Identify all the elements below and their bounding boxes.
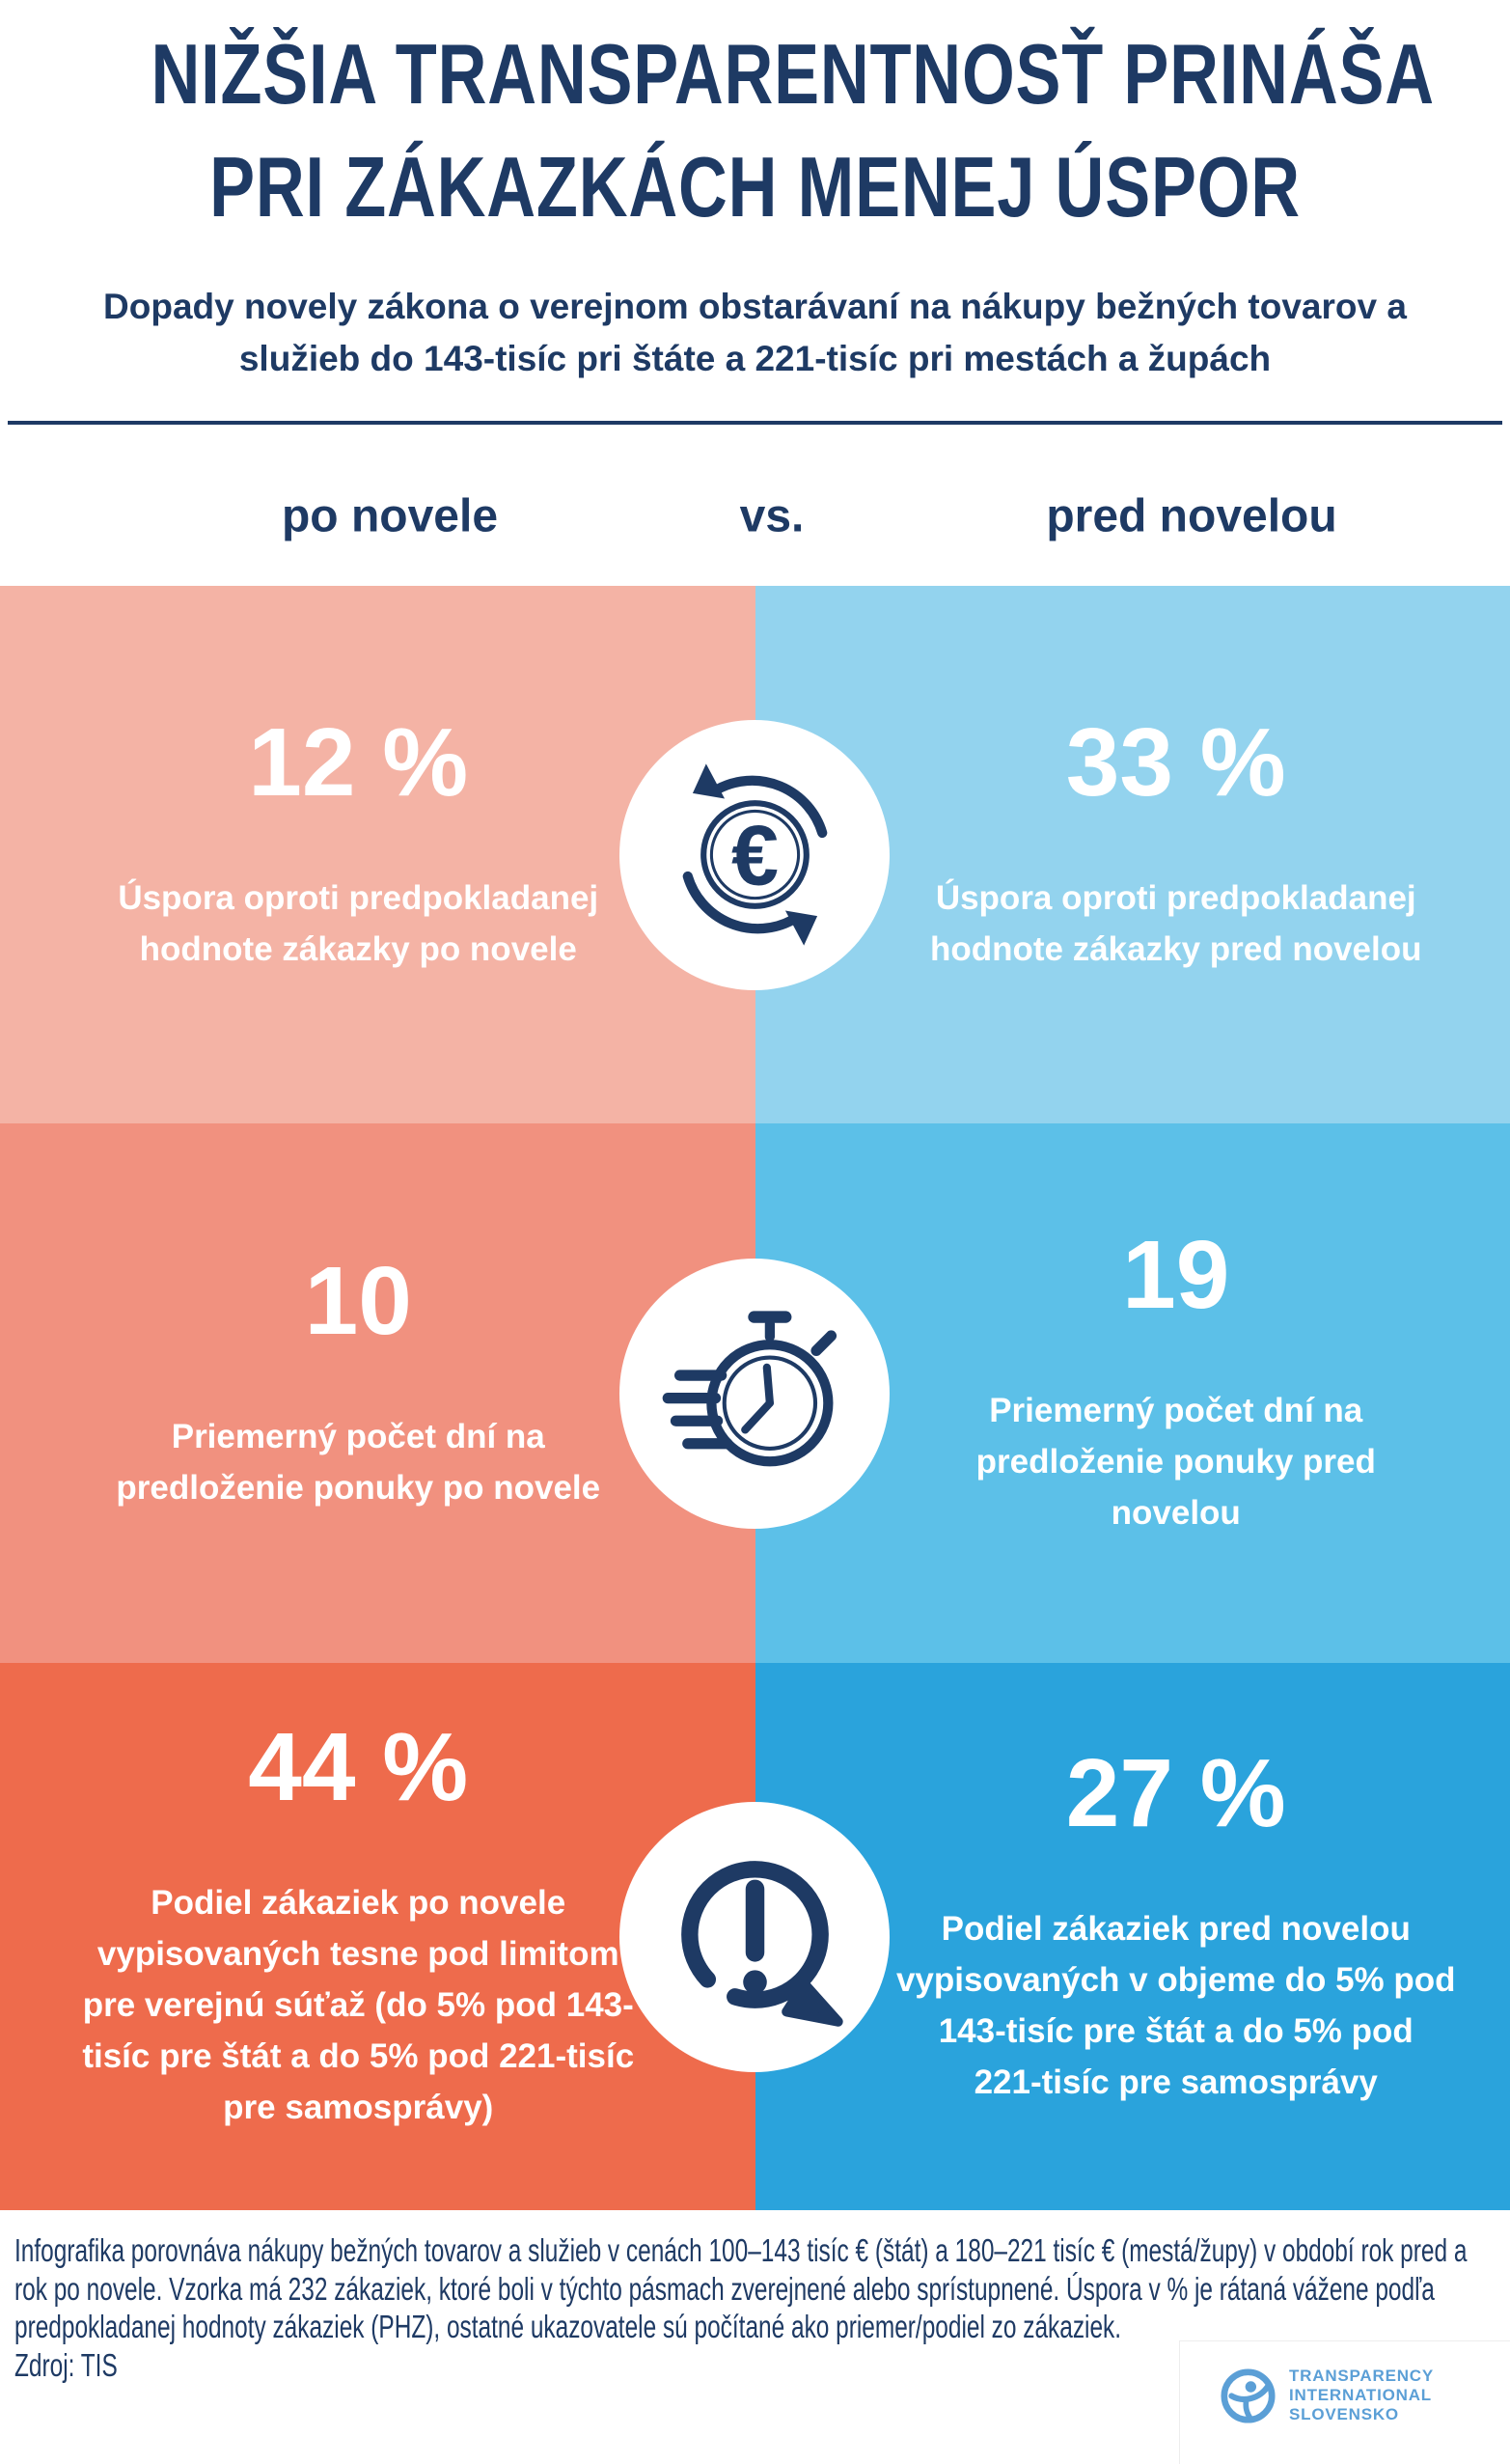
stat-description: Podiel zákaziek pred novelou vypisovanýc… (895, 1909, 1456, 2101)
logo-wordmark: TRANSPARENCY INTERNATIONAL SLOVENSKO (1289, 2367, 1434, 2424)
footer: Infografika porovnáva nákupy bežných tov… (0, 2210, 1510, 2464)
transparency-international-logo: TRANSPARENCY INTERNATIONAL SLOVENSKO (1221, 2367, 1434, 2424)
stat-description: Úspora oproti predpokladanej hodnote zák… (118, 878, 599, 968)
comparison-grid: 12 % Úspora oproti predpokladanej hodnot… (0, 586, 1510, 2210)
comparison-label-after: po novele (281, 490, 499, 542)
footer-source: Zdroj: TIS (14, 2346, 118, 2383)
stat-description: Úspora oproti predpokladanej hodnote zák… (929, 878, 1422, 968)
stat-value: 12 % (248, 707, 469, 817)
page-title: NIŽŠIA TRANSPARENTNOSŤ PRINÁŠA PRI ZÁKAZ… (0, 0, 1510, 243)
stat-description: Priemerný počet dní na predloženie ponuk… (975, 1392, 1376, 1532)
stopwatch-icon (619, 1258, 890, 1529)
stat-description: Podiel zákaziek po novele vypisovaných t… (82, 1884, 635, 2126)
page-title-line-2: PRI ZÁKAZKÁCH MENEJ ÚSPOR (209, 139, 1301, 235)
comparison-label-vs: vs. (739, 490, 805, 542)
euro-exchange-icon: € (619, 719, 890, 990)
stat-description: Priemerný počet dní na predloženie ponuk… (116, 1417, 601, 1507)
page-subtitle: Dopady novely zákona o verejnom obstaráv… (103, 287, 1407, 378)
stat-block-share-after: 44 % Podiel zákaziek po novele vypisovan… (0, 1663, 755, 2210)
globe-icon (1221, 2367, 1276, 2423)
row-share-under-limit: 44 % Podiel zákaziek po novele vypisovan… (0, 1663, 1510, 2210)
footer-note: Infografika porovnáva nákupy bežných tov… (14, 2232, 1468, 2344)
stat-value: 27 % (1065, 1738, 1286, 1847)
comparison-header: po novele vs. pred novelou (0, 483, 1510, 550)
row-savings: 12 % Úspora oproti predpokladanej hodnot… (0, 586, 1510, 1123)
alert-bubble-icon (619, 1801, 890, 2072)
stat-value: 33 % (1065, 707, 1286, 817)
stat-value: 44 % (248, 1713, 469, 1821)
stat-value: 19 (1122, 1221, 1230, 1329)
logo-box: TRANSPARENCY INTERNATIONAL SLOVENSKO (1179, 2340, 1510, 2464)
logo-line-1: TRANSPARENCY (1289, 2367, 1435, 2385)
page-title-line-1: NIŽŠIA TRANSPARENTNOSŤ PRINÁŠA (151, 26, 1435, 122)
logo-line-2: INTERNATIONAL (1289, 2386, 1432, 2404)
stat-value: 10 (304, 1246, 412, 1355)
comparison-label-before: pred novelou (1046, 490, 1337, 542)
row-days: 10 Priemerný počet dní na predloženie po… (0, 1123, 1510, 1663)
logo-line-3: SLOVENSKO (1289, 2405, 1399, 2423)
svg-text:€: € (730, 807, 778, 902)
header-divider (8, 421, 1502, 425)
